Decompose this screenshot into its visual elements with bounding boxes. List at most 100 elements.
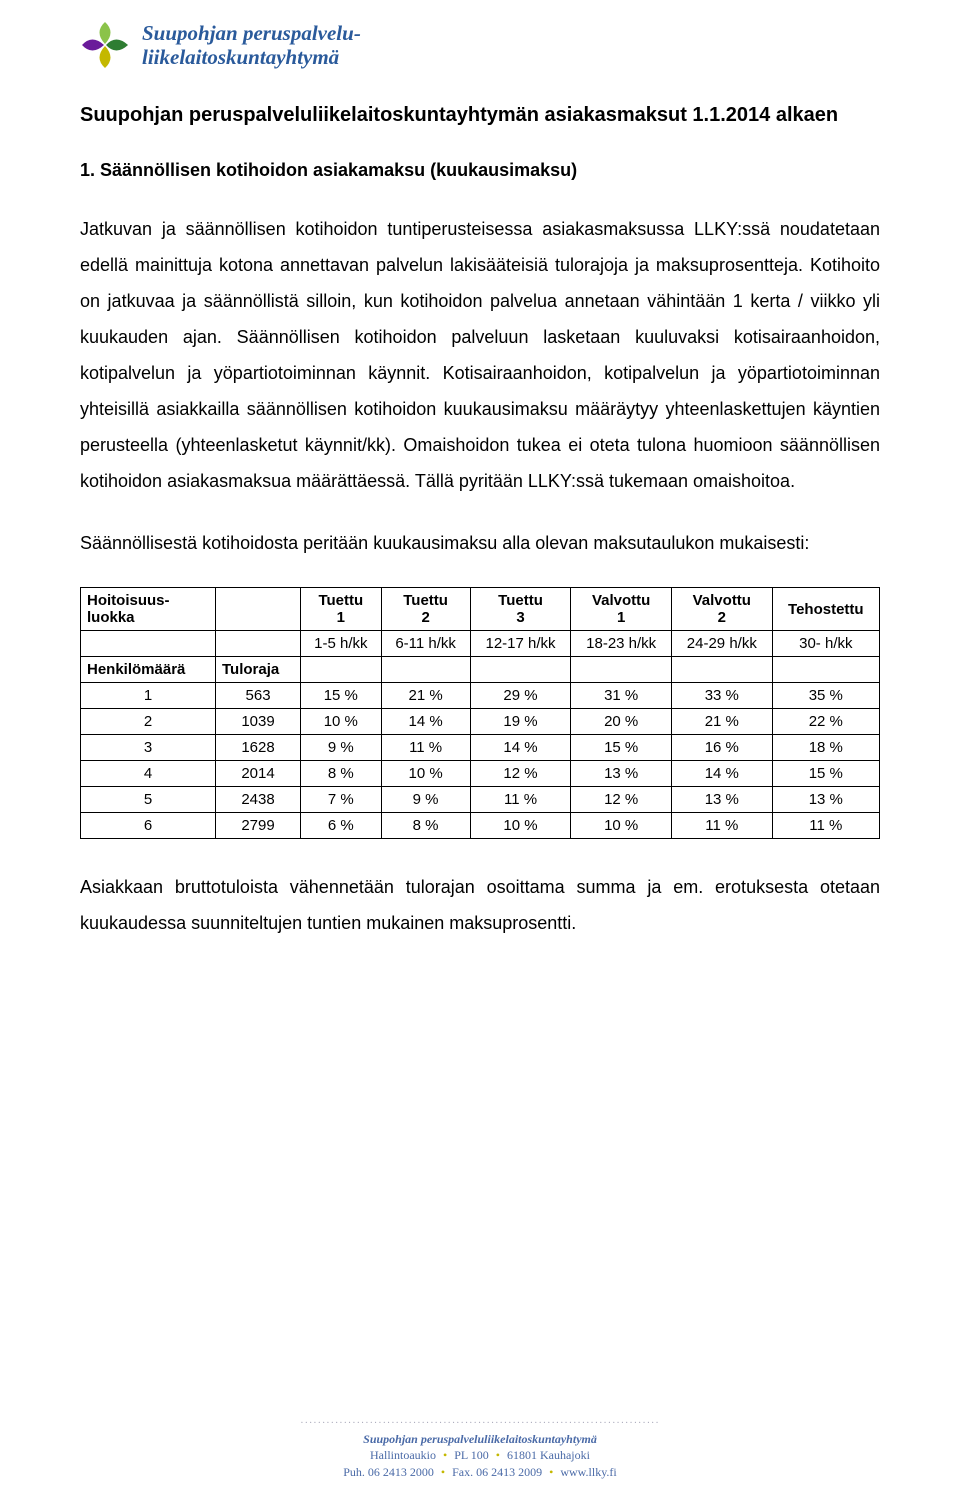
table-cell: 8 % — [301, 761, 381, 787]
bullet-icon: • — [492, 1448, 504, 1462]
table-cell: 15 % — [571, 735, 672, 761]
paragraph-1: Jatkuvan ja säännöllisen kotihoidon tunt… — [80, 211, 880, 499]
org-name-line1: Suupohjan peruspalvelu- — [142, 21, 361, 45]
table-cell: 18 % — [772, 735, 879, 761]
table-cell: 1039 — [215, 709, 300, 735]
table-cell: 21 % — [671, 709, 772, 735]
footer-separator: ········································… — [0, 1417, 960, 1431]
table-cell: 9 % — [301, 735, 381, 761]
table-cell: 2014 — [215, 761, 300, 787]
table-cell: 12 % — [571, 787, 672, 813]
table-cell: 4 — [81, 761, 216, 787]
fee-table-body: 156315 %21 %29 %31 %33 %35 %2103910 %14 … — [81, 683, 880, 839]
table-cell: 6 % — [301, 813, 381, 839]
table-cell: 11 % — [381, 735, 470, 761]
table-cell: 19 % — [470, 709, 571, 735]
table-cell: 6 — [81, 813, 216, 839]
th-tuloraja: Tuloraja — [215, 657, 300, 683]
table-header-row-1: Hoitoisuus- luokka Tuettu 1 Tuettu 2 Tue… — [81, 588, 880, 631]
table-cell: 21 % — [381, 683, 470, 709]
th2-c4: 6-11 h/kk — [381, 631, 470, 657]
section-heading: 1. Säännöllisen kotihoidon asiakamaksu (… — [80, 160, 880, 181]
bullet-icon: • — [437, 1465, 449, 1479]
table-row: 627996 %8 %10 %10 %11 %11 % — [81, 813, 880, 839]
th-tuettu-2: Tuettu 2 — [381, 588, 470, 631]
org-logo-text: Suupohjan peruspalvelu- liikelaitoskunta… — [142, 21, 361, 69]
table-row: 316289 %11 %14 %15 %16 %18 % — [81, 735, 880, 761]
th-henkilomaara: Henkilömäärä — [81, 657, 216, 683]
table-cell: 33 % — [671, 683, 772, 709]
table-cell: 31 % — [571, 683, 672, 709]
page-footer: ········································… — [0, 1417, 960, 1481]
table-cell: 10 % — [470, 813, 571, 839]
paragraph-2: Säännöllisestä kotihoidosta peritään kuu… — [80, 525, 880, 561]
th-valvottu-1: Valvottu 1 — [571, 588, 672, 631]
table-cell: 2799 — [215, 813, 300, 839]
table-cell: 9 % — [381, 787, 470, 813]
table-cell: 15 % — [301, 683, 381, 709]
table-header-row-2: 1-5 h/kk 6-11 h/kk 12-17 h/kk 18-23 h/kk… — [81, 631, 880, 657]
th-tuettu-3: Tuettu 3 — [470, 588, 571, 631]
th3-c3 — [301, 657, 381, 683]
th2-c7: 24-29 h/kk — [671, 631, 772, 657]
th2-c3: 1-5 h/kk — [301, 631, 381, 657]
org-logo-block: Suupohjan peruspalvelu- liikelaitoskunta… — [80, 20, 880, 70]
bullet-icon: • — [545, 1465, 557, 1479]
table-cell: 29 % — [470, 683, 571, 709]
footer-contact: Puh. 06 2413 2000 • Fax. 06 2413 2009 • … — [0, 1464, 960, 1481]
table-cell: 7 % — [301, 787, 381, 813]
table-cell: 8 % — [381, 813, 470, 839]
th-tuettu-1: Tuettu 1 — [301, 588, 381, 631]
table-cell: 563 — [215, 683, 300, 709]
table-row: 156315 %21 %29 %31 %33 %35 % — [81, 683, 880, 709]
table-cell: 14 % — [470, 735, 571, 761]
th3-c4 — [381, 657, 470, 683]
table-cell: 10 % — [301, 709, 381, 735]
table-cell: 13 % — [772, 787, 879, 813]
document-page: Suupohjan peruspalvelu- liikelaitoskunta… — [0, 0, 960, 1501]
table-row: 524387 %9 %11 %12 %13 %13 % — [81, 787, 880, 813]
th2-c8: 30- h/kk — [772, 631, 879, 657]
page-title: Suupohjan peruspalveluliikelaitoskuntayh… — [80, 100, 880, 130]
table-cell: 15 % — [772, 761, 879, 787]
table-cell: 14 % — [671, 761, 772, 787]
th2-c2 — [215, 631, 300, 657]
table-cell: 2 — [81, 709, 216, 735]
footer-org-name: Suupohjan peruspalveluliikelaitoskuntayh… — [0, 1431, 960, 1448]
table-cell: 35 % — [772, 683, 879, 709]
table-cell: 10 % — [571, 813, 672, 839]
org-name-line2: liikelaitoskuntayhtymä — [142, 45, 361, 69]
table-cell: 22 % — [772, 709, 879, 735]
th3-c7 — [671, 657, 772, 683]
bullet-icon: • — [439, 1448, 451, 1462]
footer-address: Hallintoaukio • PL 100 • 61801 Kauhajoki — [0, 1447, 960, 1464]
th3-c6 — [571, 657, 672, 683]
table-cell: 12 % — [470, 761, 571, 787]
table-header-row-3: Henkilömäärä Tuloraja — [81, 657, 880, 683]
th3-c5 — [470, 657, 571, 683]
table-cell: 20 % — [571, 709, 672, 735]
table-cell: 11 % — [772, 813, 879, 839]
table-cell: 1 — [81, 683, 216, 709]
th-valvottu-2: Valvottu 2 — [671, 588, 772, 631]
th-blank — [215, 588, 300, 631]
th3-c8 — [772, 657, 879, 683]
th-hoitoisuus: Hoitoisuus- luokka — [81, 588, 216, 631]
table-cell: 13 % — [671, 787, 772, 813]
paragraph-3: Asiakkaan bruttotuloista vähennetään tul… — [80, 869, 880, 941]
th-tehostettu: Tehostettu — [772, 588, 879, 631]
table-cell: 2438 — [215, 787, 300, 813]
org-logo-icon — [80, 20, 130, 70]
table-cell: 16 % — [671, 735, 772, 761]
table-cell: 10 % — [381, 761, 470, 787]
table-cell: 14 % — [381, 709, 470, 735]
table-cell: 3 — [81, 735, 216, 761]
table-row: 420148 %10 %12 %13 %14 %15 % — [81, 761, 880, 787]
table-row: 2103910 %14 %19 %20 %21 %22 % — [81, 709, 880, 735]
table-cell: 5 — [81, 787, 216, 813]
table-cell: 11 % — [671, 813, 772, 839]
table-cell: 11 % — [470, 787, 571, 813]
table-cell: 1628 — [215, 735, 300, 761]
th2-c6: 18-23 h/kk — [571, 631, 672, 657]
fee-table: Hoitoisuus- luokka Tuettu 1 Tuettu 2 Tue… — [80, 587, 880, 839]
